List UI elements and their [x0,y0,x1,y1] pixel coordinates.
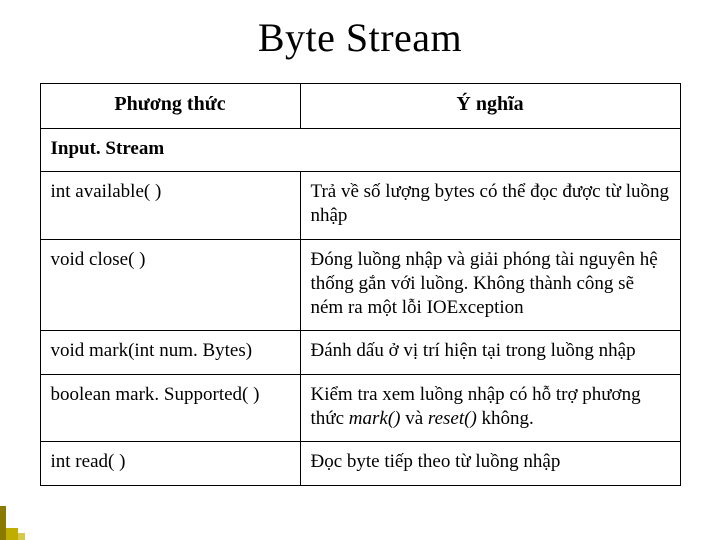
table-section-row: Input. Stream [40,128,680,171]
meaning-ital: mark() [349,408,401,429]
cell-method: void close( ) [40,239,300,331]
table-row: void close( ) Đóng luồng nhập và giải ph… [40,239,680,331]
col-header-meaning: Ý nghĩa [300,84,680,129]
cell-meaning: Kiểm tra xem luồng nhập có hỗ trợ phương… [300,374,680,442]
section-label: Input. Stream [40,128,680,171]
table-row: int available( ) Trả về số lượng bytes c… [40,171,680,239]
cell-meaning: Đóng luồng nhập và giải phóng tài nguyên… [300,239,680,331]
slide: Byte Stream Phương thức Ý nghĩa Input. S… [0,0,720,540]
cell-meaning: Trả về số lượng bytes có thể đọc được từ… [300,171,680,239]
slide-title: Byte Stream [0,0,720,61]
methods-table: Phương thức Ý nghĩa Input. Stream int av… [40,83,681,486]
cell-meaning: Đánh dấu ở vị trí hiện tại trong luồng n… [300,331,680,374]
meaning-text: và [400,408,427,429]
col-header-method: Phương thức [40,84,300,129]
table-row: int read( ) Đọc byte tiếp theo từ luồng … [40,442,680,485]
cell-method: void mark(int num. Bytes) [40,331,300,374]
cell-method: boolean mark. Supported( ) [40,374,300,442]
corner-accent-icon [0,506,6,540]
meaning-text: không. [477,408,534,429]
table-header-row: Phương thức Ý nghĩa [40,84,680,129]
meaning-ital: reset() [428,408,477,429]
table-row: void mark(int num. Bytes) Đánh dấu ở vị … [40,331,680,374]
cell-meaning: Đọc byte tiếp theo từ luồng nhập [300,442,680,485]
cell-method: int available( ) [40,171,300,239]
cell-method: int read( ) [40,442,300,485]
table-row: boolean mark. Supported( ) Kiểm tra xem … [40,374,680,442]
